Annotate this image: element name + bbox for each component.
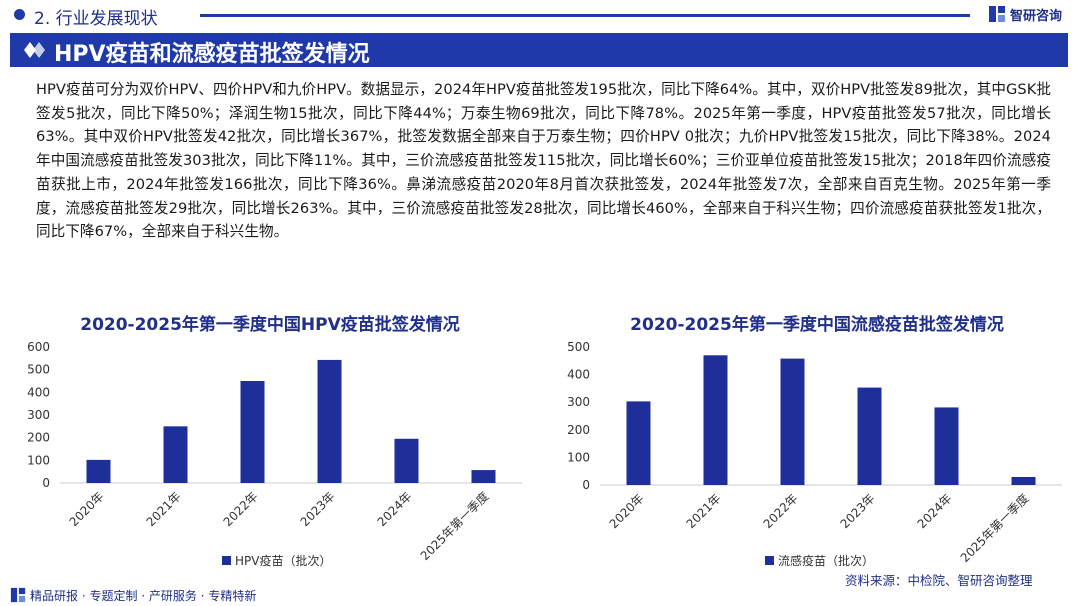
body-paragraph: HPV疫苗可分为双价HPV、四价HPV和九价HPV。数据显示，2024年HPV疫… [36, 81, 1051, 241]
hpv-bar-1 [163, 426, 188, 483]
footer: 精品研报 · 专题定制 · 产研服务 · 专精特新 [10, 586, 256, 604]
flu-legend-swatch [765, 556, 774, 565]
flu-xtick-5: 2025年第一季度 [957, 491, 1032, 566]
hpv-xtick-2: 2022年 [221, 489, 261, 529]
flu-bar-5 [1011, 476, 1036, 485]
footer-logo-icon [10, 587, 26, 603]
flu-ytick-200: 200 [567, 423, 590, 437]
hpv-bar-chart: 0 100 200 300 400 500 600 2020年 2021年 2022年 2023年 2… [27, 340, 522, 568]
double-diamond-icon [24, 42, 45, 58]
hpv-chart-title: 2020-2025年第一季度中国HPV疫苗批签发情况 [80, 315, 460, 335]
brand-name: 智研咨询 [1010, 8, 1063, 24]
circle-bullet-icon [14, 9, 25, 20]
data-source: 资料来源：中检院、智研咨询整理 [845, 573, 1033, 588]
header-divider [200, 14, 970, 17]
hpv-xtick-3: 2023年 [298, 489, 338, 529]
hpv-bar-0 [86, 459, 111, 483]
flu-ytick-100: 100 [567, 450, 590, 464]
hpv-bar-4 [394, 438, 419, 483]
hpv-ytick-0: 0 [42, 476, 50, 490]
hpv-xtick-4: 2024年 [375, 489, 415, 529]
hpv-legend-label: HPV疫苗（批次） [235, 553, 331, 568]
brand-logo-icon [989, 6, 1005, 22]
flu-ytick-500: 500 [567, 340, 590, 354]
flu-xtick-2: 2022年 [761, 491, 801, 531]
flu-bar-3 [857, 387, 882, 485]
top-bar: 2. 行业发展现状 智研咨询 [0, 0, 1080, 30]
hpv-xtick-1: 2021年 [144, 489, 184, 529]
hpv-legend-swatch [222, 556, 231, 565]
flu-xtick-0: 2020年 [607, 491, 647, 531]
footer-text: 精品研报 · 专题定制 · 产研服务 · 专精特新 [30, 588, 257, 603]
banner-title: HPV疫苗和流感疫苗批签发情况 [54, 42, 370, 67]
hpv-xtick-0: 2020年 [67, 489, 107, 529]
brand: 智研咨询 [988, 4, 1062, 24]
hpv-ytick-600: 600 [27, 340, 50, 354]
hpv-bar-5 [471, 470, 496, 483]
flu-bar-0 [626, 401, 651, 485]
hpv-ytick-200: 200 [27, 431, 50, 445]
flu-bar-4 [934, 407, 959, 485]
flu-ytick-300: 300 [567, 395, 590, 409]
hpv-bar-2 [240, 381, 265, 483]
hpv-ytick-300: 300 [27, 408, 50, 422]
hpv-bar-3 [317, 359, 342, 483]
flu-bar-1 [703, 355, 728, 485]
title-banner: HPV疫苗和流感疫苗批签发情况 [10, 33, 1068, 67]
flu-bar-2 [780, 358, 805, 485]
section-title: 2. 行业发展现状 [34, 9, 158, 29]
hpv-xtick-5: 2025年第一季度 [417, 489, 492, 564]
hpv-ytick-500: 500 [27, 363, 50, 377]
flu-xtick-1: 2021年 [684, 491, 724, 531]
flu-legend-label: 流感疫苗（批次） [778, 553, 874, 568]
hpv-ytick-100: 100 [27, 453, 50, 467]
hpv-ytick-400: 400 [27, 385, 50, 399]
flu-ytick-400: 400 [567, 368, 590, 382]
flu-ytick-0: 0 [582, 478, 590, 492]
flu-xtick-4: 2024年 [915, 491, 955, 531]
flu-xtick-3: 2023年 [838, 491, 878, 531]
flu-chart-title: 2020-2025年第一季度中国流感疫苗批签发情况 [630, 315, 1004, 335]
flu-bar-chart: 0 100 200 300 400 500 2020年 2021年 2022年 2023年 2024… [567, 340, 1062, 568]
